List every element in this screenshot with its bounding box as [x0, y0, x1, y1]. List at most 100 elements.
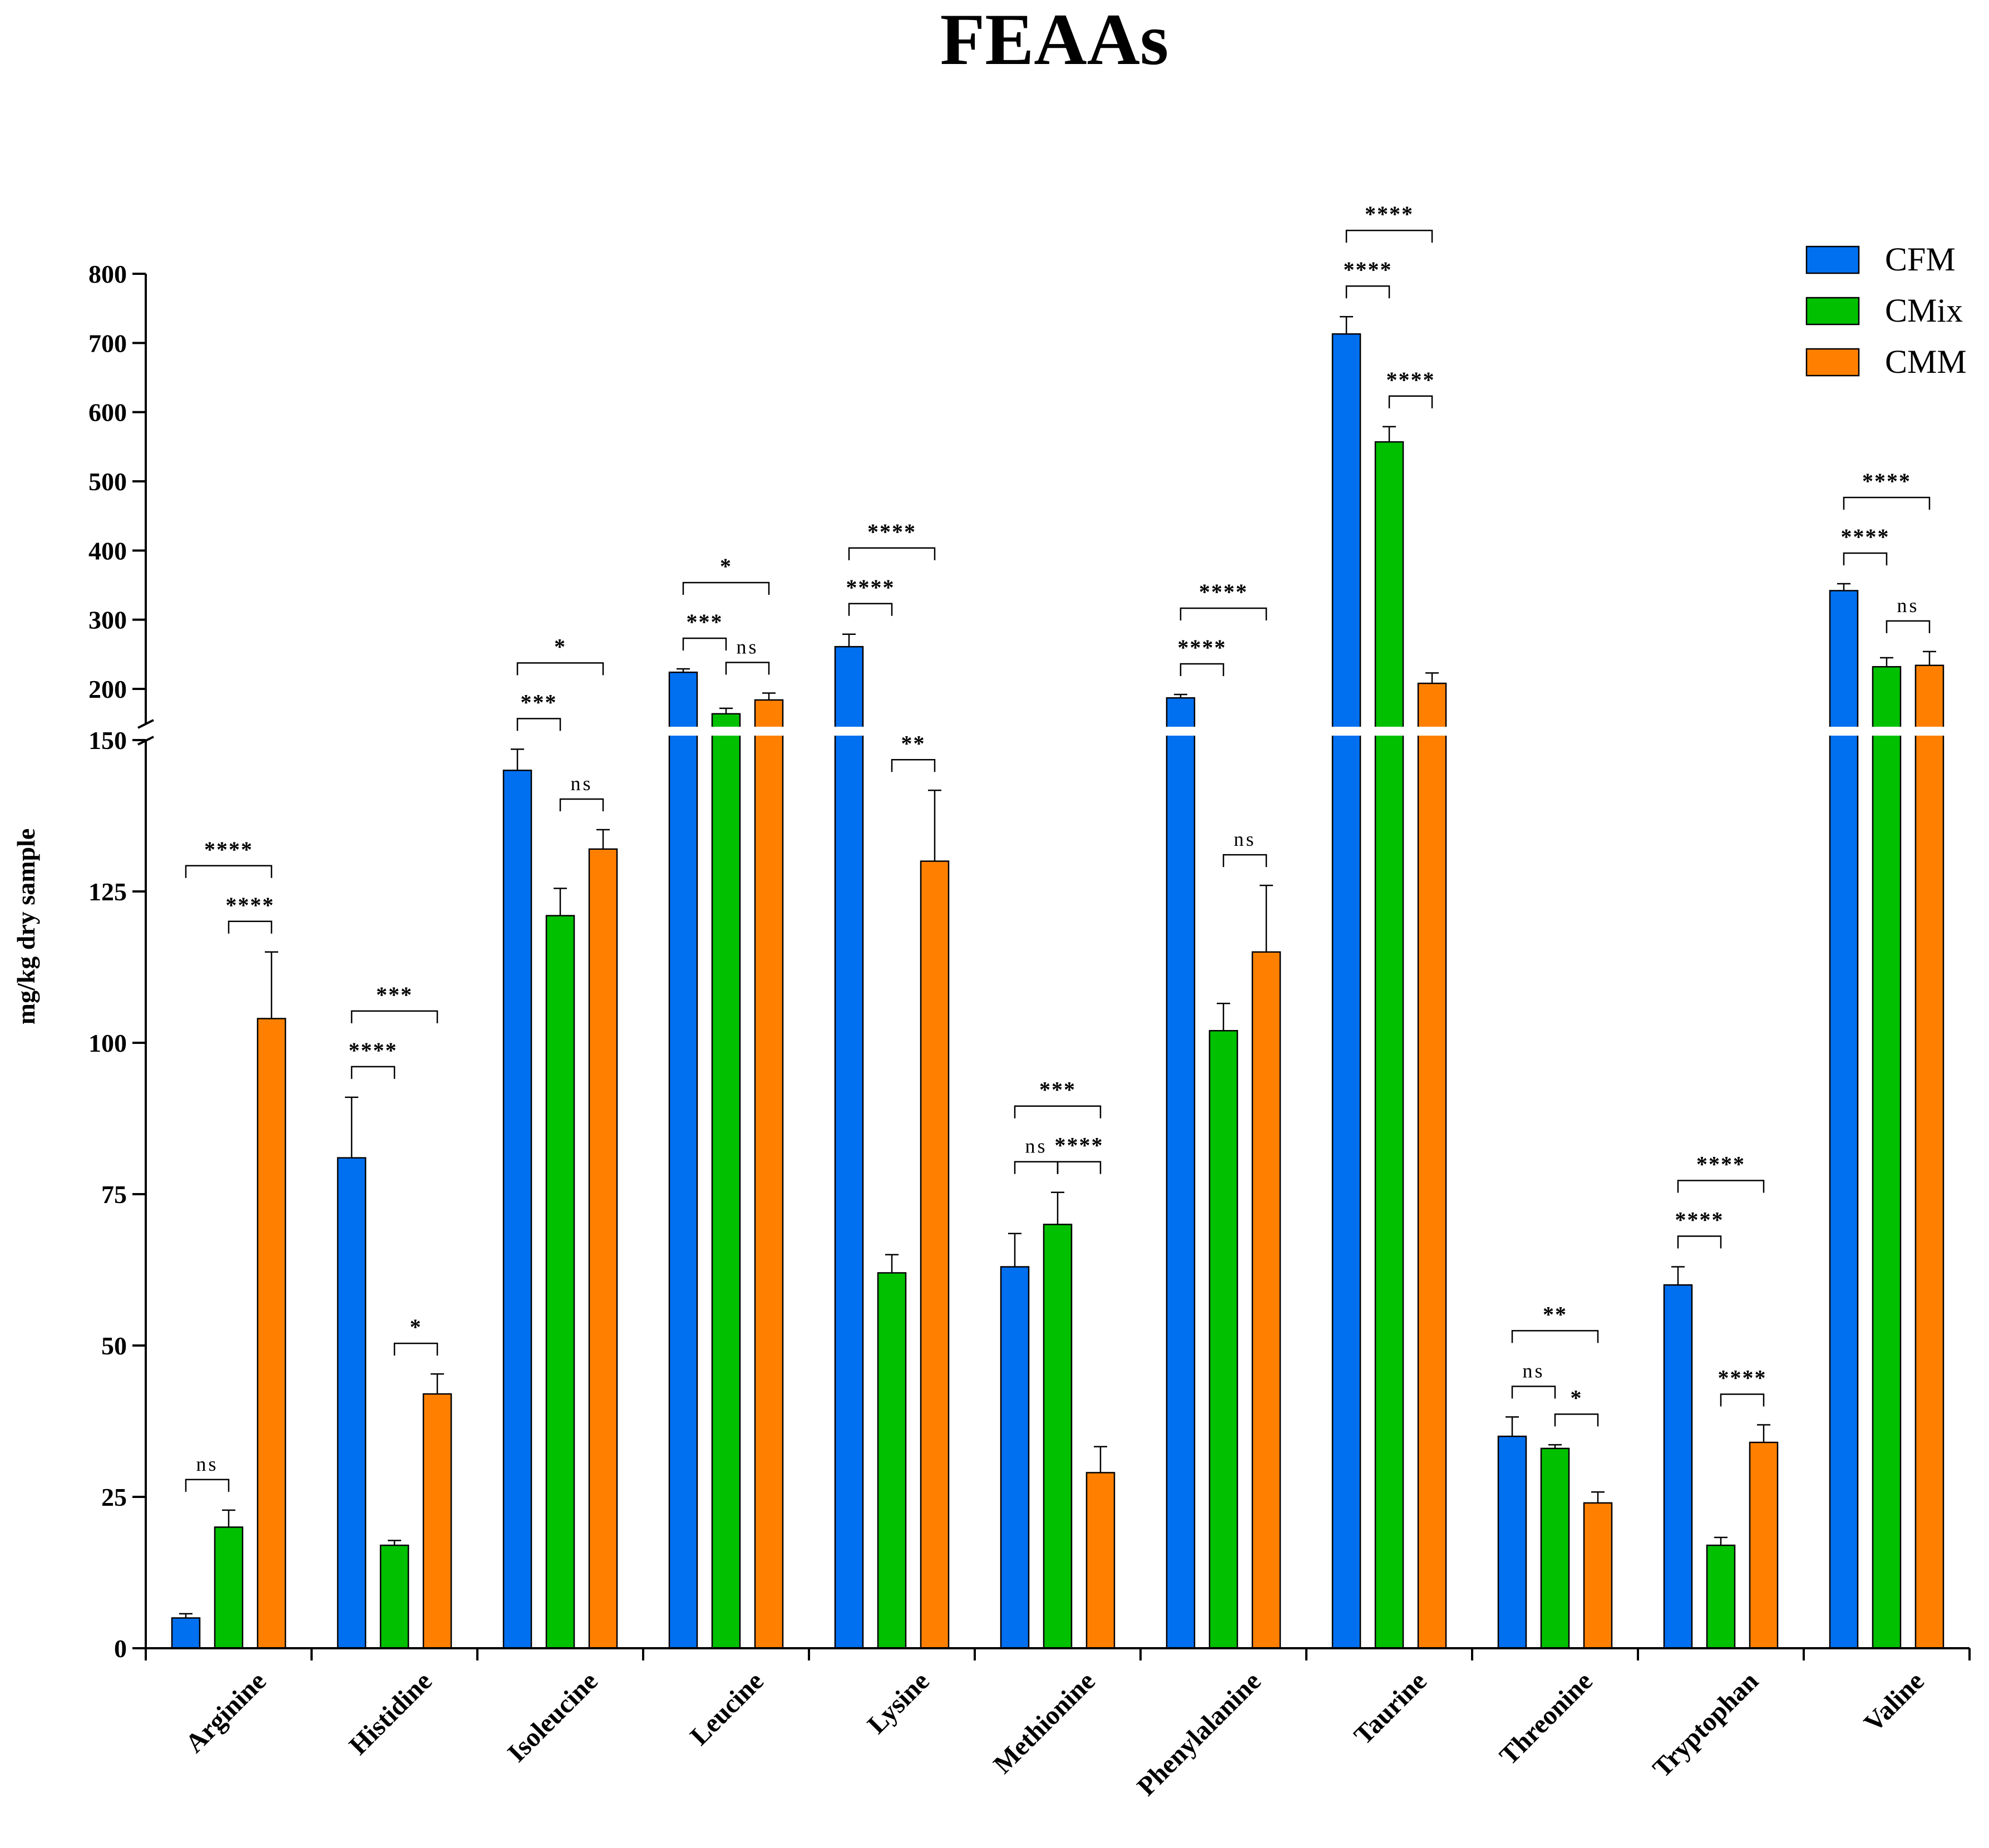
x-tick-label: Valine [1858, 1666, 1930, 1738]
x-tick-label: Leucine [684, 1666, 769, 1751]
significance-bracket [682, 581, 770, 595]
bar-cmm-phenylalanine [1251, 951, 1281, 1649]
legend-label-cfm: CFM [1885, 241, 1956, 278]
legend-label-cmix: CMix [1885, 292, 1963, 329]
significance-label: ** [1543, 1302, 1567, 1327]
significance-bracket [1388, 395, 1433, 408]
y-axis-label: mg/kg dry sample [12, 829, 40, 1025]
x-tick-label: Lysine [862, 1666, 935, 1739]
significance-bracket [516, 662, 604, 676]
significance-bracket [1014, 1105, 1102, 1118]
bar-cmm-taurine [1417, 682, 1447, 1649]
significance-label: *** [1039, 1077, 1076, 1102]
y-tick-label: 700 [88, 329, 127, 357]
legend-swatch-cmm [1805, 348, 1860, 377]
significance-bracket [228, 920, 273, 934]
x-tick-label: Taurine [1348, 1666, 1432, 1750]
significance-bracket [393, 1342, 438, 1356]
bar-cfm-leucine [668, 671, 698, 1649]
legend: CFM CMix CMM [1805, 241, 1967, 380]
y-tick-label: 0 [114, 1634, 127, 1663]
significance-label: *** [376, 982, 413, 1007]
plot-area: 0 25 50 75 100 125 150 200 300 400 500 600 700 800 Arg… [88, 201, 1971, 1801]
bar-cfm-threonine [1497, 1435, 1527, 1649]
significance-label: **** [226, 893, 275, 918]
significance-bracket [351, 1066, 396, 1079]
bar-cmm-isoleucine [588, 848, 618, 1649]
legend-swatch-cfm [1805, 245, 1860, 274]
legend-label-cmm: CMM [1885, 343, 1967, 380]
significance-bracket [1677, 1235, 1722, 1249]
significance-label: * [554, 634, 566, 659]
x-tick-label: Histidine [343, 1666, 437, 1760]
bar-cmix-valine [1872, 666, 1902, 1649]
significance-label: **** [1386, 367, 1435, 392]
bar-cmix-lysine [877, 1272, 907, 1649]
bar-cmix-tryptophan [1706, 1544, 1736, 1649]
bar-cfm-arginine [171, 1617, 201, 1649]
bar-cfm-tryptophan [1663, 1284, 1693, 1649]
bar-cmix-taurine [1374, 441, 1404, 1649]
significance-bracket [185, 865, 273, 878]
y-tick-label: 150 [88, 726, 127, 755]
x-tick-label: Threonine [1494, 1666, 1598, 1771]
significance-label: ns [1025, 1135, 1047, 1157]
significance-label: ns [736, 635, 758, 658]
significance-bracket [1720, 1393, 1765, 1407]
significance-label: * [410, 1314, 422, 1339]
significance-label: **** [1199, 579, 1248, 604]
significance-bracket [1677, 1180, 1765, 1193]
significance-bracket [185, 1479, 230, 1492]
significance-label: * [720, 554, 732, 579]
significance-label: ns [1233, 828, 1256, 850]
y-tick-label: 600 [88, 398, 127, 427]
y-tick-label: 200 [88, 675, 127, 703]
significance-label: *** [687, 609, 723, 634]
y-tick-label: 800 [88, 260, 127, 288]
significance-bracket [1843, 552, 1888, 566]
chart-title: FEAAs [940, 0, 1169, 80]
significance-label: ns [1522, 1359, 1544, 1382]
bar-cfm-methionine [1000, 1266, 1030, 1649]
bar-cmm-lysine [920, 860, 950, 1649]
significance-label: **** [1696, 1152, 1745, 1177]
y-tick-label: 75 [101, 1180, 127, 1209]
bar-cmix-phenylalanine [1208, 1029, 1238, 1649]
significance-bracket [1886, 620, 1931, 633]
x-tick-label: Arginine [180, 1666, 272, 1758]
y-tick-label: 125 [88, 878, 127, 906]
y-tick-label: 50 [101, 1332, 127, 1360]
significance-label: * [1571, 1385, 1583, 1410]
bar-cmix-threonine [1540, 1447, 1570, 1649]
x-tick-label: Isoleucine [502, 1666, 604, 1768]
significance-bracket [516, 718, 561, 731]
significance-label: **** [846, 575, 895, 600]
y-tick-label: 500 [88, 467, 127, 496]
significance-label: **** [1344, 257, 1393, 282]
bar-cmm-histidine [422, 1393, 452, 1649]
significance-bracket [1843, 496, 1931, 510]
significance-bracket [1345, 285, 1390, 299]
y-tick-label: 100 [88, 1029, 127, 1057]
significance-bracket [1511, 1386, 1556, 1399]
significance-bracket [1222, 854, 1267, 868]
significance-bracket [1179, 607, 1267, 620]
significance-label: ** [901, 731, 926, 756]
significance-label: **** [1841, 524, 1890, 549]
bar-cmm-valine [1914, 664, 1944, 1649]
bar-cfm-lysine [834, 645, 864, 1649]
bar-cfm-isoleucine [502, 770, 532, 1649]
legend-swatch-cmix [1805, 297, 1860, 326]
bar-cmix-arginine [214, 1526, 244, 1649]
significance-bracket [848, 547, 936, 560]
significance-bracket [725, 662, 770, 675]
x-tick-label: Tryptophan [1647, 1666, 1764, 1783]
significance-bracket [1511, 1330, 1599, 1343]
significance-bracket [1014, 1161, 1059, 1174]
bar-cmm-threonine [1583, 1502, 1613, 1649]
significance-label: **** [1675, 1208, 1724, 1233]
bar-cmm-tryptophan [1749, 1441, 1779, 1649]
x-tick-label: Phenylalanine [1132, 1666, 1267, 1801]
significance-bracket [891, 759, 936, 772]
